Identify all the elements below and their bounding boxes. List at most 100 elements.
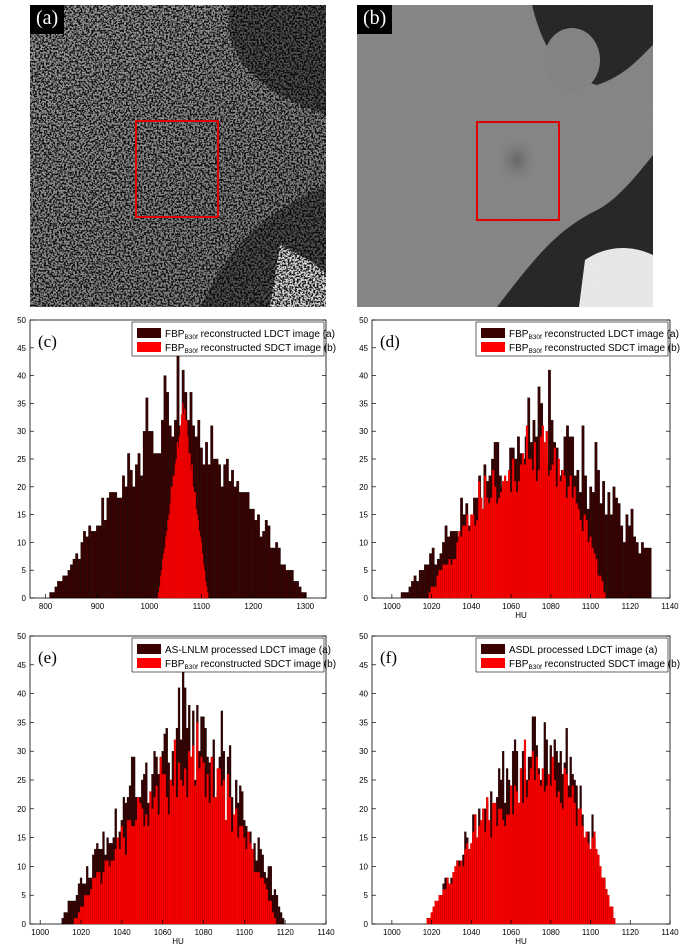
ldct-bar xyxy=(109,492,112,599)
sdct-bar xyxy=(490,497,493,599)
legend-box xyxy=(475,637,669,673)
sdct-bar xyxy=(204,797,207,925)
sdct-bar xyxy=(523,464,527,599)
y-tick-label: 45 xyxy=(359,661,368,670)
ldct-bar xyxy=(641,542,644,599)
ldct-bar xyxy=(418,570,422,599)
sdct-bar xyxy=(529,768,533,925)
ldct-bar xyxy=(283,564,286,599)
y-tick-label: 15 xyxy=(17,511,26,520)
x-tick-label: 1080 xyxy=(542,602,560,611)
sdct-bar xyxy=(261,877,264,925)
ldct-bar xyxy=(150,431,154,599)
sdct-bar xyxy=(454,866,457,925)
sdct-bar xyxy=(149,791,152,925)
y-tick-label: 20 xyxy=(359,805,368,814)
sdct-bar xyxy=(135,820,138,925)
sdct-bar xyxy=(259,877,262,925)
sdct-bar xyxy=(597,854,600,925)
ldct-bar xyxy=(54,586,58,599)
x-tick-label: 1000 xyxy=(383,928,401,937)
sdct-bar xyxy=(577,808,580,925)
ldct-bar xyxy=(70,564,73,599)
sdct-bar xyxy=(575,503,578,599)
sdct-bar xyxy=(577,508,580,599)
sdct-bar xyxy=(226,774,230,925)
sdct-bar xyxy=(482,808,485,925)
x-tick-label: 1120 xyxy=(277,928,295,937)
legend-swatch-sdct xyxy=(481,342,505,352)
ldct-bar xyxy=(57,581,60,599)
sdct-bar xyxy=(563,475,566,599)
ldct-bar xyxy=(277,906,281,925)
sdct-bar xyxy=(218,768,221,925)
x-tick-label: 1020 xyxy=(423,928,441,937)
ldct-bar xyxy=(282,918,285,925)
y-tick-label: 35 xyxy=(359,718,368,727)
sdct-bar xyxy=(208,802,211,925)
sdct-bar xyxy=(492,469,495,599)
sdct-bar xyxy=(529,458,533,599)
legend-label-sdct: FBPB30f reconstructed SDCT image (b) xyxy=(509,659,680,671)
x-tick-label: 1140 xyxy=(661,602,679,611)
y-tick-label: 5 xyxy=(22,566,27,575)
sdct-bar xyxy=(456,542,459,599)
x-tick-label: 1140 xyxy=(661,928,679,937)
sdct-bar xyxy=(535,481,538,599)
legend-swatch-sdct xyxy=(137,342,161,352)
sdct-bar xyxy=(521,802,525,925)
x-axis-label: HU xyxy=(515,937,527,946)
sdct-bar xyxy=(102,872,105,925)
sdct-bar xyxy=(502,481,505,599)
sdct-bar xyxy=(571,497,574,599)
ldct-bar xyxy=(615,497,618,599)
y-tick-label: 35 xyxy=(359,399,368,408)
y-tick-label: 45 xyxy=(17,661,26,670)
y-tick-label: 50 xyxy=(17,632,26,641)
x-tick-label: 1040 xyxy=(462,602,480,611)
sdct-bar xyxy=(426,918,429,925)
sdct-bar xyxy=(448,558,451,599)
sdct-bar xyxy=(603,877,606,925)
y-tick-label: 25 xyxy=(17,455,26,464)
ldct-bar xyxy=(69,900,72,925)
sdct-bar xyxy=(555,797,558,925)
sdct-bar xyxy=(198,768,201,925)
sdct-bar xyxy=(108,866,111,925)
image-panel-a: (a) xyxy=(30,5,326,307)
x-tick-label: 1080 xyxy=(542,928,560,937)
sdct-bar xyxy=(165,797,168,925)
sdct-bar xyxy=(498,497,501,599)
y-tick-label: 15 xyxy=(17,834,26,843)
sdct-bar xyxy=(196,722,199,925)
sdct-bar xyxy=(464,848,467,925)
histogram-c: 0 5 10 15 20 25 30 35 40 45 50 800 900 1000 1100 1200 13… xyxy=(0,312,340,620)
sdct-bar xyxy=(531,751,535,925)
ldct-bar xyxy=(88,525,92,599)
sdct-bar xyxy=(472,514,475,599)
legend-box xyxy=(131,321,325,357)
legend-swatch-ldct xyxy=(481,644,505,654)
sdct-bar xyxy=(607,895,610,925)
sdct-bar xyxy=(565,774,568,925)
sdct-bar xyxy=(230,831,234,925)
legend-label-ldct: FBPB30f reconstructed LDCT image (a) xyxy=(509,329,679,341)
sdct-bar xyxy=(587,843,590,925)
x-tick-label: 1040 xyxy=(462,928,480,937)
sdct-bar xyxy=(177,762,181,925)
legend-box xyxy=(131,637,325,673)
sdct-bar xyxy=(214,797,217,925)
sdct-bar xyxy=(100,883,103,925)
sdct-bar xyxy=(525,797,529,925)
sdct-bar xyxy=(188,751,191,925)
x-tick-label: 1020 xyxy=(423,602,441,611)
ldct-bar xyxy=(301,592,305,599)
sdct-bar xyxy=(513,481,517,599)
sdct-bar xyxy=(551,464,554,599)
sdct-bar xyxy=(468,848,471,925)
sdct-bar xyxy=(141,808,144,925)
y-tick-label: 50 xyxy=(17,316,26,325)
sdct-bar xyxy=(533,779,537,925)
ldct-bar xyxy=(254,520,258,599)
sdct-bar xyxy=(194,785,197,925)
